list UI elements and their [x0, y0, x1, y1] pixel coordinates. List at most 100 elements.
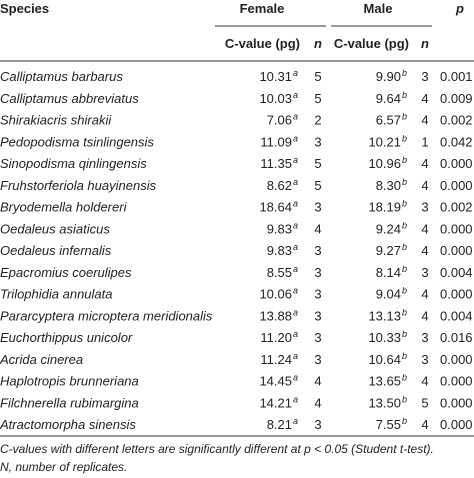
- letter: a: [293, 177, 298, 187]
- letter: a: [293, 199, 298, 209]
- letter: a: [293, 394, 298, 404]
- letter: b: [402, 90, 407, 100]
- letter: b: [402, 177, 407, 187]
- n: 5: [314, 69, 321, 84]
- letter: a: [293, 264, 298, 274]
- header-male: Male: [364, 1, 393, 16]
- n: 3: [314, 330, 321, 345]
- c-value: 11.20: [260, 330, 292, 345]
- c-value: 8.62: [267, 178, 292, 193]
- letter: b: [402, 286, 407, 296]
- c-value: 9.04: [376, 287, 401, 302]
- letter: a: [293, 155, 298, 165]
- p-value: 0.000: [440, 178, 473, 193]
- n: 2: [314, 113, 321, 128]
- n: 3: [421, 265, 428, 280]
- n: 4: [421, 308, 428, 323]
- n: 3: [314, 287, 321, 302]
- species: Haplotropis brunneriana: [0, 374, 139, 389]
- letter: a: [293, 220, 298, 230]
- n: 3: [421, 200, 428, 215]
- c-value: 6.57: [376, 113, 401, 128]
- letter: a: [293, 416, 298, 426]
- p-value: 0.001: [440, 69, 473, 84]
- letter: a: [293, 242, 298, 252]
- letter: b: [402, 373, 407, 383]
- n: 4: [314, 221, 321, 236]
- p-value: 0.000: [440, 352, 473, 367]
- species: Trilophidia annulata: [0, 287, 113, 302]
- letter: a: [293, 286, 298, 296]
- n: 3: [314, 243, 321, 258]
- c-value: 9.83: [267, 221, 292, 236]
- c-value: 10.33: [368, 330, 401, 345]
- header-species: Species: [0, 1, 49, 16]
- c-value: 9.27: [376, 243, 401, 258]
- p-value: 0.042: [440, 134, 473, 149]
- n: 4: [314, 395, 321, 410]
- letter: b: [402, 199, 407, 209]
- n: 3: [314, 352, 321, 367]
- c-value: 10.03: [259, 91, 292, 106]
- species: Shirakiacris shirakii: [0, 113, 112, 128]
- n: 3: [421, 330, 428, 345]
- c-value: 18.64: [259, 200, 292, 215]
- species: Sinopodisma qinlingensis: [0, 156, 147, 171]
- p-value: 0.009: [440, 91, 473, 106]
- letter: b: [402, 307, 407, 317]
- species: Oedaleus infernalis: [0, 243, 112, 258]
- n: 3: [314, 265, 321, 280]
- c-value: 9.64: [376, 91, 401, 106]
- c-value: 13.88: [259, 308, 292, 323]
- letter: a: [293, 373, 298, 383]
- species: Pedopodisma tsinlingensis: [0, 134, 154, 149]
- n: 4: [421, 178, 428, 193]
- species: Euchorthippus unicolor: [0, 330, 133, 345]
- p-value: 0.000: [440, 156, 473, 171]
- n: 4: [421, 91, 428, 106]
- c-value: 13.65: [368, 374, 401, 389]
- p-value: 0.002: [440, 113, 473, 128]
- species: Fruhstorferiola huayinensis: [0, 178, 157, 193]
- letter: a: [293, 329, 298, 339]
- p-value: 0.000: [440, 221, 473, 236]
- n: 5: [314, 178, 321, 193]
- c-value: 9.90: [376, 69, 401, 84]
- c-value: 10.06: [259, 287, 292, 302]
- c-value: 14.21: [259, 395, 292, 410]
- letter: b: [402, 242, 407, 252]
- n: 3: [314, 134, 321, 149]
- letter: b: [402, 329, 407, 339]
- p-value: 0.000: [440, 395, 473, 410]
- letter: b: [402, 220, 407, 230]
- c-value: 8.14: [376, 265, 401, 280]
- n: 4: [421, 417, 428, 432]
- c-value: 11.09: [260, 134, 292, 149]
- letter: a: [293, 307, 298, 317]
- c-value: 8.55: [267, 265, 292, 280]
- footnote: N, number of replicates.: [0, 460, 127, 474]
- c-value: 11.24: [260, 352, 292, 367]
- letter: b: [402, 416, 407, 426]
- n: 1: [421, 134, 428, 149]
- species: Epacromius coerulipes: [0, 265, 132, 280]
- c-value: 10.96: [368, 156, 401, 171]
- p-value: 0.000: [440, 243, 473, 258]
- c-value: 7.55: [376, 417, 401, 432]
- species: Acrida cinerea: [0, 352, 83, 367]
- c-value: 13.13: [368, 308, 401, 323]
- header-female: Female: [240, 1, 285, 16]
- c-value: 7.06: [267, 113, 292, 128]
- c-value: 10.31: [259, 69, 292, 84]
- footnote: C-values with different letters are sign…: [0, 442, 434, 456]
- c-value: 10.64: [368, 352, 401, 367]
- p-value: 0.000: [440, 287, 473, 302]
- letter: b: [402, 133, 407, 143]
- letter: a: [293, 112, 298, 122]
- p-value: 0.000: [440, 417, 473, 432]
- header-cvalue: C-value (pg): [225, 36, 300, 51]
- n: 3: [314, 200, 321, 215]
- n: 4: [421, 113, 428, 128]
- header-p: p: [455, 1, 464, 16]
- species: Pararcyptera microptera meridionalis: [0, 308, 213, 323]
